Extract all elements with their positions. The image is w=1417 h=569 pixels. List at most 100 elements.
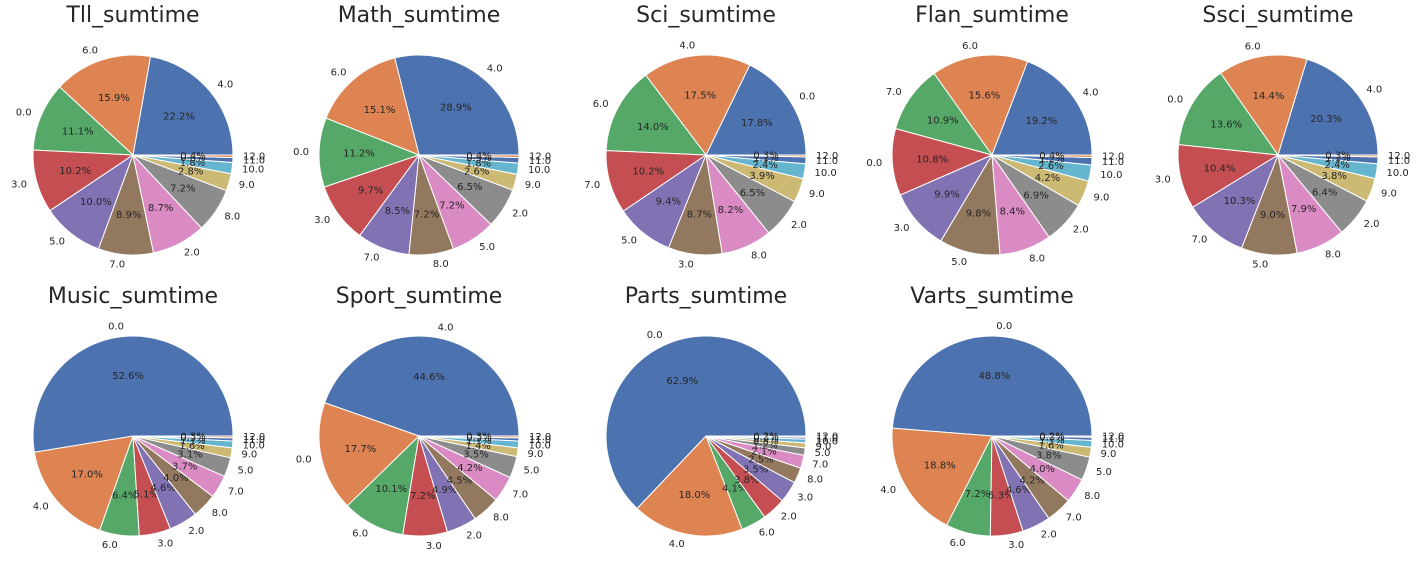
pie-slice xyxy=(991,435,1093,438)
slice-label: 10.0 xyxy=(1102,440,1124,451)
slice-label: 6.0 xyxy=(593,99,609,110)
slice-percent: 9.0% xyxy=(1260,210,1285,221)
pie-slice xyxy=(325,57,420,156)
pie-slice xyxy=(933,54,1029,157)
slice-percent: 2.8% xyxy=(178,166,203,177)
slice-label: 6.0 xyxy=(82,46,98,57)
slice-label: 11.0 xyxy=(243,156,265,167)
slice-label: 4.0 xyxy=(880,485,896,496)
slice-label: 3.0 xyxy=(678,259,694,270)
pie-slice xyxy=(418,435,520,439)
pie-slice xyxy=(324,335,520,437)
slice-label: 12.0 xyxy=(1102,151,1124,162)
slice-percent: 1.1% xyxy=(1039,436,1064,447)
slice-percent: 6.5% xyxy=(740,188,765,199)
slice-percent: 6.4% xyxy=(1312,188,1337,199)
slice-percent: 3.5% xyxy=(743,465,768,476)
slice-percent: 1.1% xyxy=(1325,153,1350,164)
slice-percent: 44.6% xyxy=(413,372,445,383)
slice-percent: 2.6% xyxy=(1038,161,1063,172)
slice-label: 0.0 xyxy=(296,455,312,466)
slice-percent: 48.8% xyxy=(979,371,1011,382)
slice-percent: 22.2% xyxy=(163,112,195,123)
slice-percent: 2.4% xyxy=(1324,160,1349,171)
slice-percent: 0.4% xyxy=(180,151,205,162)
slice-percent: 7.2% xyxy=(414,210,439,221)
slice-label: 6.0 xyxy=(950,538,966,549)
slice-label: 5.0 xyxy=(1096,467,1112,478)
slice-percent: 0.3% xyxy=(753,432,778,443)
slice-label: 10.0 xyxy=(243,440,265,451)
slice-percent: 0.3% xyxy=(180,432,205,443)
slice-percent: 8.9% xyxy=(116,210,141,221)
slice-percent: 0.5% xyxy=(466,433,491,444)
slice-percent: 4.6% xyxy=(150,483,175,494)
slice-label: 0.0 xyxy=(799,92,815,103)
slice-percent: 10.3% xyxy=(1224,196,1256,207)
slice-label: 6.0 xyxy=(962,41,978,52)
slice-percent: 4.2% xyxy=(1035,173,1060,184)
pie-chart-6: Music_sumtime 0.0 52.6% 4.0 17.0% 6.0 6.4% 3.0 5… xyxy=(32,284,265,551)
slice-percent: 4.0% xyxy=(163,473,188,484)
slice-label: 9.0 xyxy=(1094,193,1110,204)
slice-percent: 9.4% xyxy=(656,197,681,208)
slice-percent: 4.2% xyxy=(457,463,482,474)
slice-percent: 1.1% xyxy=(753,153,778,164)
slice-percent: 10.9% xyxy=(927,116,959,127)
slice-percent: 10.2% xyxy=(632,166,664,177)
slice-label: 3.0 xyxy=(314,215,330,226)
chart-title: Sport_sumtime xyxy=(336,284,503,309)
slice-label: 0.0 xyxy=(16,107,32,118)
chart-title: Parts_sumtime xyxy=(625,284,787,309)
slice-percent: 4.9% xyxy=(432,485,457,496)
slice-label: 9.0 xyxy=(1381,189,1397,200)
slice-percent: 2.5% xyxy=(748,455,773,466)
slice-label: 0.0 xyxy=(108,321,124,332)
pie-slice xyxy=(605,335,807,510)
slice-percent: 1.1% xyxy=(180,436,205,447)
slice-label: 12.0 xyxy=(816,432,838,443)
pie-slice xyxy=(318,117,421,188)
pie-slice xyxy=(132,435,234,439)
slice-percent: 13.6% xyxy=(1210,120,1242,131)
chart-title: Tll_sumtime xyxy=(65,3,199,28)
slice-percent: 1.4% xyxy=(465,441,490,452)
pie-chart-8: Parts_sumtime0.062.9%4.018.0%6.04.1%2.03… xyxy=(605,284,838,550)
slice-label: 4.0 xyxy=(1366,85,1382,96)
slice-label: 11.0 xyxy=(816,156,838,167)
slice-percent: 20.3% xyxy=(1310,114,1342,125)
slice-percent: 2.1% xyxy=(751,447,776,458)
pie-slice xyxy=(991,60,1093,156)
pie-slice xyxy=(132,55,234,156)
slice-percent: 4.0% xyxy=(1030,464,1055,475)
slice-label: 11.0 xyxy=(529,435,551,446)
slice-label: 8.0 xyxy=(493,512,509,523)
slice-label: 10.0 xyxy=(242,165,264,176)
slice-percent: 10.4% xyxy=(1204,163,1236,174)
slice-label: 0.0 xyxy=(293,147,309,158)
slice-label: 11.0 xyxy=(529,156,551,167)
slice-label: 12.0 xyxy=(1388,151,1410,162)
slice-label: 2.0 xyxy=(781,512,797,523)
slice-label: 9.0 xyxy=(239,180,255,191)
slice-label: 2.0 xyxy=(512,209,528,220)
slice-percent: 11.2% xyxy=(343,149,375,160)
slice-label: 11.0 xyxy=(816,433,838,444)
slice-label: 11.0 xyxy=(1102,157,1124,168)
pie-slice xyxy=(318,402,420,507)
slice-percent: 7.2% xyxy=(965,489,990,500)
slice-label: 11.0 xyxy=(243,435,265,446)
slice-label: 11.0 xyxy=(1102,434,1124,445)
pie-chart-7: Sport_sumtime 4.0 44.6% 0.0 17.7% 6.0 10.1% 3.0… xyxy=(296,284,552,552)
pie-slice xyxy=(394,54,520,156)
slice-percent: 3.1% xyxy=(177,450,202,461)
slice-label: 5.0 xyxy=(815,448,831,459)
slice-label: 6.0 xyxy=(331,67,347,78)
pie-chart-9: Varts_sumtime 0.0 48.8% 4.0 18.8% 6.0 7.2% 3.0 5… xyxy=(880,284,1124,551)
slice-label: 8.0 xyxy=(751,250,767,261)
slice-label: 7.0 xyxy=(512,489,528,500)
slice-percent: 9.8% xyxy=(966,208,991,219)
slice-label: 10.0 xyxy=(815,168,837,179)
slice-percent: 1.2% xyxy=(753,440,778,451)
slice-percent: 5.3% xyxy=(988,490,1013,501)
